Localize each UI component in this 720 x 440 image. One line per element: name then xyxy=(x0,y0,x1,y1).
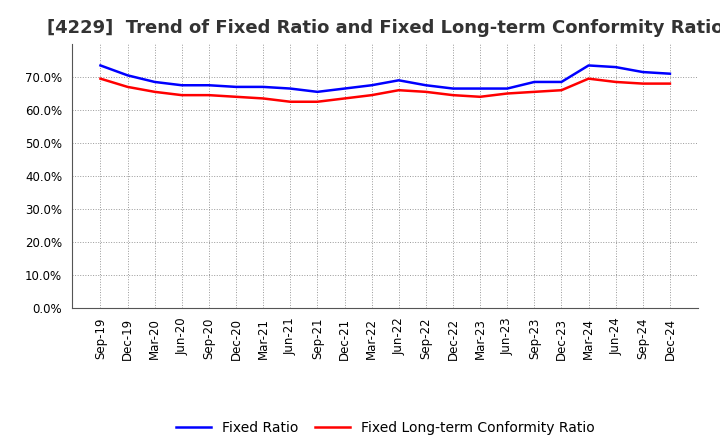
Fixed Long-term Conformity Ratio xyxy=(232,94,240,99)
Fixed Long-term Conformity Ratio xyxy=(449,92,457,98)
Fixed Long-term Conformity Ratio xyxy=(259,96,268,101)
Title: [4229]  Trend of Fixed Ratio and Fixed Long-term Conformity Ratio: [4229] Trend of Fixed Ratio and Fixed Lo… xyxy=(47,19,720,37)
Fixed Long-term Conformity Ratio xyxy=(96,76,105,81)
Line: Fixed Long-term Conformity Ratio: Fixed Long-term Conformity Ratio xyxy=(101,79,670,102)
Fixed Long-term Conformity Ratio xyxy=(204,92,213,98)
Fixed Long-term Conformity Ratio xyxy=(584,76,593,81)
Fixed Ratio xyxy=(557,79,566,84)
Fixed Ratio xyxy=(639,70,647,75)
Fixed Ratio xyxy=(367,83,376,88)
Fixed Long-term Conformity Ratio xyxy=(476,94,485,99)
Fixed Long-term Conformity Ratio xyxy=(123,84,132,90)
Fixed Long-term Conformity Ratio xyxy=(557,88,566,93)
Legend: Fixed Ratio, Fixed Long-term Conformity Ratio: Fixed Ratio, Fixed Long-term Conformity … xyxy=(171,415,600,440)
Fixed Long-term Conformity Ratio xyxy=(341,96,349,101)
Fixed Ratio xyxy=(232,84,240,90)
Fixed Long-term Conformity Ratio xyxy=(367,92,376,98)
Fixed Ratio xyxy=(476,86,485,91)
Fixed Ratio xyxy=(665,71,674,76)
Fixed Long-term Conformity Ratio xyxy=(639,81,647,86)
Fixed Ratio xyxy=(611,64,620,70)
Fixed Long-term Conformity Ratio xyxy=(665,81,674,86)
Fixed Long-term Conformity Ratio xyxy=(313,99,322,104)
Fixed Ratio xyxy=(259,84,268,90)
Fixed Ratio xyxy=(204,83,213,88)
Fixed Ratio xyxy=(341,86,349,91)
Fixed Ratio xyxy=(96,63,105,68)
Fixed Long-term Conformity Ratio xyxy=(503,91,511,96)
Fixed Ratio xyxy=(449,86,457,91)
Line: Fixed Ratio: Fixed Ratio xyxy=(101,66,670,92)
Fixed Ratio xyxy=(313,89,322,95)
Fixed Long-term Conformity Ratio xyxy=(530,89,539,95)
Fixed Long-term Conformity Ratio xyxy=(395,88,403,93)
Fixed Long-term Conformity Ratio xyxy=(150,89,159,95)
Fixed Ratio xyxy=(421,83,430,88)
Fixed Ratio xyxy=(150,79,159,84)
Fixed Long-term Conformity Ratio xyxy=(611,79,620,84)
Fixed Ratio xyxy=(286,86,294,91)
Fixed Ratio xyxy=(123,73,132,78)
Fixed Ratio xyxy=(395,77,403,83)
Fixed Long-term Conformity Ratio xyxy=(286,99,294,104)
Fixed Ratio xyxy=(503,86,511,91)
Fixed Long-term Conformity Ratio xyxy=(178,92,186,98)
Fixed Ratio xyxy=(584,63,593,68)
Fixed Long-term Conformity Ratio xyxy=(421,89,430,95)
Fixed Ratio xyxy=(178,83,186,88)
Fixed Ratio xyxy=(530,79,539,84)
